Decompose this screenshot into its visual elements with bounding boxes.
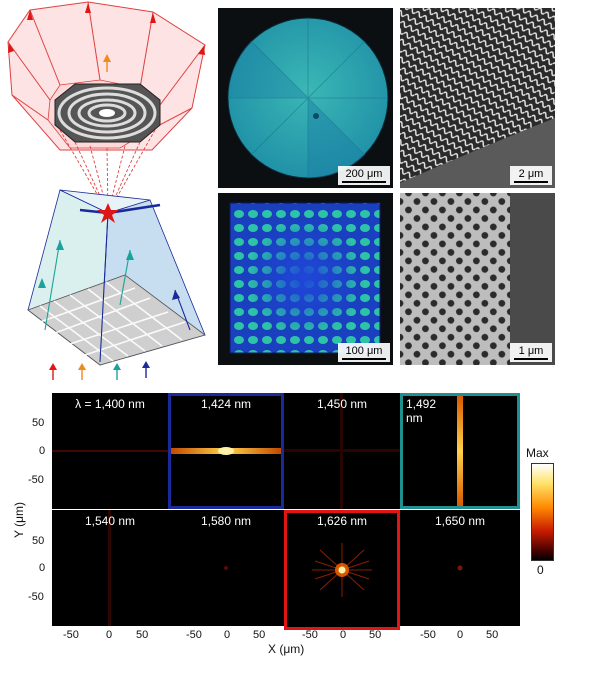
x-tick: 50 — [369, 629, 382, 641]
sem-micrograph-holes: 1 μm — [400, 193, 555, 365]
x-tick: 50 — [253, 629, 266, 641]
x-axis-title: X (μm) — [268, 642, 305, 656]
map-label: 1,540 nm — [84, 514, 136, 528]
map-label: 1,492 nm — [406, 397, 437, 425]
intensity-map-1492: 1,492 nm — [400, 393, 520, 509]
y-axis-title: Y (μm) — [12, 501, 26, 539]
map-label: 1,580 nm — [200, 514, 252, 528]
focal-star-icon — [97, 203, 119, 223]
y-tick: -50 — [28, 474, 44, 486]
x-tick: -50 — [302, 629, 318, 641]
y-tick: 0 — [39, 562, 46, 574]
intensity-map-1650: 1,650 nm — [400, 510, 520, 626]
x-tick: -50 — [186, 629, 202, 641]
y-tick: 0 — [39, 445, 46, 457]
scale-bar — [514, 358, 548, 360]
intensity-map-1540: 1,540 nm — [52, 510, 168, 626]
scale-label: 100 μm — [345, 345, 383, 357]
scale-label: 2 μm — [518, 168, 544, 180]
y-tick: -50 — [28, 591, 44, 603]
scale-bar — [342, 358, 386, 360]
scale-label: 1 μm — [518, 345, 544, 357]
x-tick: -50 — [420, 629, 436, 641]
optical-micrograph-square: 100 μm — [218, 193, 393, 365]
x-tick: 50 — [136, 629, 149, 641]
x-tick: 0 — [106, 629, 113, 641]
y-tick: 50 — [32, 535, 45, 547]
scale-label: 200 μm — [345, 168, 383, 180]
x-tick: 50 — [486, 629, 499, 641]
map-label: λ = 1,400 nm — [75, 397, 145, 411]
x-tick: 0 — [224, 629, 231, 641]
colorbar-max-label: Max — [526, 446, 549, 460]
colorbar — [531, 463, 554, 561]
metalens-octagon — [54, 83, 161, 143]
intensity-map-1400: λ = 1,400 nm — [52, 393, 168, 509]
x-tick: -50 — [63, 629, 79, 641]
pyramid-optics — [27, 189, 206, 366]
intensity-map-1424: 1,424 nm — [168, 393, 284, 509]
map-label: 1,450 nm — [316, 397, 368, 411]
colorbar-min-label: 0 — [537, 563, 544, 577]
intensity-map-1626: 1,626 nm — [284, 510, 400, 630]
scale-bar — [514, 181, 548, 183]
map-label: 1,650 nm — [434, 514, 486, 528]
intensity-map-1450: 1,450 nm — [284, 393, 400, 509]
y-tick: 50 — [32, 417, 45, 429]
x-tick: 0 — [457, 629, 464, 641]
x-tick: 0 — [340, 629, 347, 641]
wavelength-arrows — [49, 361, 150, 380]
optical-micrograph-lens: 200 μm — [218, 8, 393, 188]
map-label: 1,626 nm — [316, 514, 368, 528]
scale-bar — [342, 181, 386, 183]
lens-schematic — [7, 1, 206, 380]
sem-micrograph-edge: 2 μm — [400, 8, 555, 188]
map-label: 1,424 nm — [200, 397, 252, 411]
intensity-map-1580: 1,580 nm — [168, 510, 284, 626]
